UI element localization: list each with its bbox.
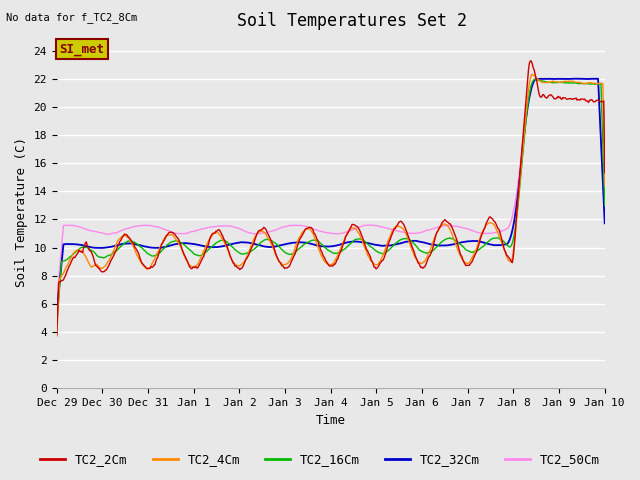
Text: Soil Temperatures Set 2: Soil Temperatures Set 2 (237, 12, 467, 30)
Legend: TC2_2Cm, TC2_4Cm, TC2_16Cm, TC2_32Cm, TC2_50Cm: TC2_2Cm, TC2_4Cm, TC2_16Cm, TC2_32Cm, TC… (35, 448, 605, 471)
Text: No data for f_TC2_8Cm: No data for f_TC2_8Cm (6, 12, 138, 23)
Text: SI_met: SI_met (60, 43, 104, 56)
X-axis label: Time: Time (316, 414, 346, 427)
Y-axis label: Soil Temperature (C): Soil Temperature (C) (15, 137, 28, 288)
